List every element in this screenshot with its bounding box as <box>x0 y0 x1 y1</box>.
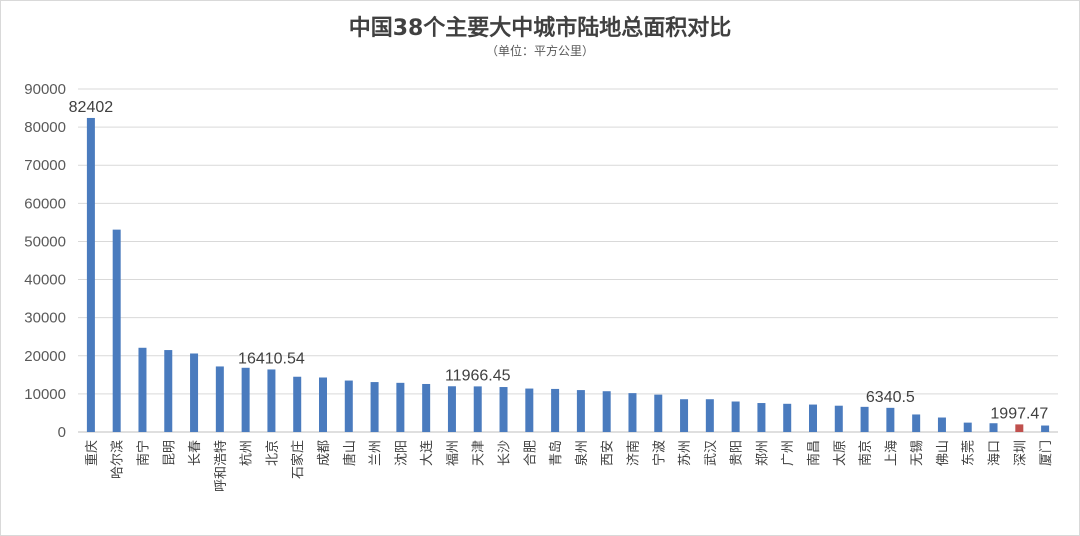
x-tick-label: 无锡 <box>910 440 925 466</box>
x-tick-label: 苏州 <box>677 440 693 466</box>
data-label: 6340.5 <box>866 389 915 406</box>
y-tick-label: 40000 <box>24 272 66 289</box>
bar <box>602 391 611 432</box>
x-tick-label: 深圳 <box>1013 440 1028 466</box>
bar <box>293 376 302 432</box>
y-tick-label: 60000 <box>24 195 66 212</box>
x-tick-label: 重庆 <box>84 440 100 466</box>
y-tick-label: 20000 <box>24 348 66 365</box>
y-tick-label: 10000 <box>24 386 66 403</box>
data-label: 1997.47 <box>990 405 1048 422</box>
x-tick-label: 佛山 <box>936 440 951 466</box>
bar <box>912 414 921 432</box>
chart-title: 中国38个主要大中城市陆地总面积对比 <box>348 16 732 41</box>
x-tick-label: 杭州 <box>240 440 255 466</box>
bar <box>241 367 250 432</box>
x-tick-label: 南宁 <box>135 440 151 466</box>
bar <box>215 366 224 432</box>
x-tick-label: 南昌 <box>806 440 822 466</box>
bar <box>473 386 482 432</box>
x-tick-label: 长沙 <box>498 440 513 466</box>
x-tick-label: 广州 <box>781 440 796 466</box>
x-tick-label: 宁波 <box>651 440 667 466</box>
x-tick-label: 昆明 <box>162 440 177 466</box>
gridlines <box>78 88 1058 433</box>
bar <box>757 403 766 432</box>
x-tick-label: 石家庄 <box>290 440 306 479</box>
bar <box>86 117 95 433</box>
x-tick-label: 厦门 <box>1039 440 1054 466</box>
bar <box>937 417 946 432</box>
data-label: 16410.54 <box>238 350 305 367</box>
x-tick-label: 泉州 <box>574 440 590 466</box>
y-tick-label: 80000 <box>24 119 66 136</box>
bar <box>576 390 585 432</box>
bar <box>731 401 740 432</box>
x-tick-label: 郑州 <box>755 440 770 466</box>
bar <box>834 405 843 432</box>
bar <box>628 393 637 432</box>
data-label: 11966.45 <box>445 367 511 384</box>
x-tick-label: 海口 <box>988 440 1003 466</box>
x-tick-label: 合肥 <box>523 440 538 466</box>
y-tick-label: 30000 <box>24 310 66 327</box>
bar <box>370 382 379 432</box>
x-tick-label: 贵阳 <box>730 440 745 466</box>
bar <box>112 229 121 432</box>
x-tick-label: 沈阳 <box>394 440 409 466</box>
bar <box>447 386 456 432</box>
x-tick-label: 大连 <box>419 440 435 466</box>
x-tick-label: 济南 <box>625 440 641 466</box>
bar <box>267 369 276 432</box>
x-tick-label: 呼和浩特 <box>214 440 229 492</box>
bar <box>860 406 869 432</box>
x-tick-label: 青岛 <box>548 440 564 466</box>
bar <box>783 403 792 432</box>
bar <box>138 347 147 432</box>
y-tick-label: 0 <box>58 424 66 441</box>
bar <box>551 388 560 432</box>
x-tick-label: 哈尔滨 <box>110 440 126 479</box>
x-tick-label: 福州 <box>446 440 461 466</box>
bar <box>886 407 895 432</box>
bar <box>1041 425 1050 432</box>
y-tick-label: 90000 <box>24 81 66 98</box>
bar <box>422 383 431 432</box>
y-tick-label: 50000 <box>24 233 66 250</box>
bar <box>963 422 972 432</box>
data-label: 82402 <box>69 99 114 116</box>
bar <box>1015 424 1024 432</box>
bar <box>809 404 817 432</box>
x-tick-label: 天津 <box>472 440 487 466</box>
x-tick-label: 长春 <box>188 440 203 466</box>
chart-subtitle: （单位：平方公里） <box>485 44 594 58</box>
bar <box>396 382 405 432</box>
x-tick-label: 唐山 <box>342 440 358 466</box>
bar <box>705 399 714 432</box>
y-tick-label: 70000 <box>24 157 66 174</box>
x-tick-label: 东莞 <box>962 440 977 466</box>
bar <box>164 350 173 432</box>
bar <box>344 380 353 432</box>
x-tick-label: 上海 <box>884 440 899 466</box>
x-tick-label: 太原 <box>833 440 848 466</box>
x-tick-label: 武汉 <box>704 440 719 466</box>
bar <box>499 387 508 432</box>
bar <box>680 399 689 432</box>
x-tick-label: 北京 <box>265 440 280 466</box>
x-tick-label: 南京 <box>858 440 874 466</box>
y-axis: 0 10000 20000 30000 40000 50000 60000 70000 8000… <box>24 81 66 441</box>
bars <box>86 117 1050 433</box>
x-tick-label: 西安 <box>601 440 616 466</box>
x-axis: 重庆 哈尔滨 南宁 昆明 长春 呼和浩特 杭州 北京 石家庄 成都 唐山 兰州 沈阳 大连 福州 天津 长沙 合肥… <box>84 440 1054 492</box>
bar <box>654 394 663 432</box>
bar <box>319 377 327 432</box>
x-tick-label: 成都 <box>317 440 332 466</box>
bar <box>525 388 534 432</box>
bar <box>190 353 199 432</box>
bar <box>989 423 998 432</box>
x-tick-label: 兰州 <box>369 440 384 466</box>
data-labels: 82402 16410.54 11966.45 6340.5 1997.47 <box>69 99 1049 422</box>
